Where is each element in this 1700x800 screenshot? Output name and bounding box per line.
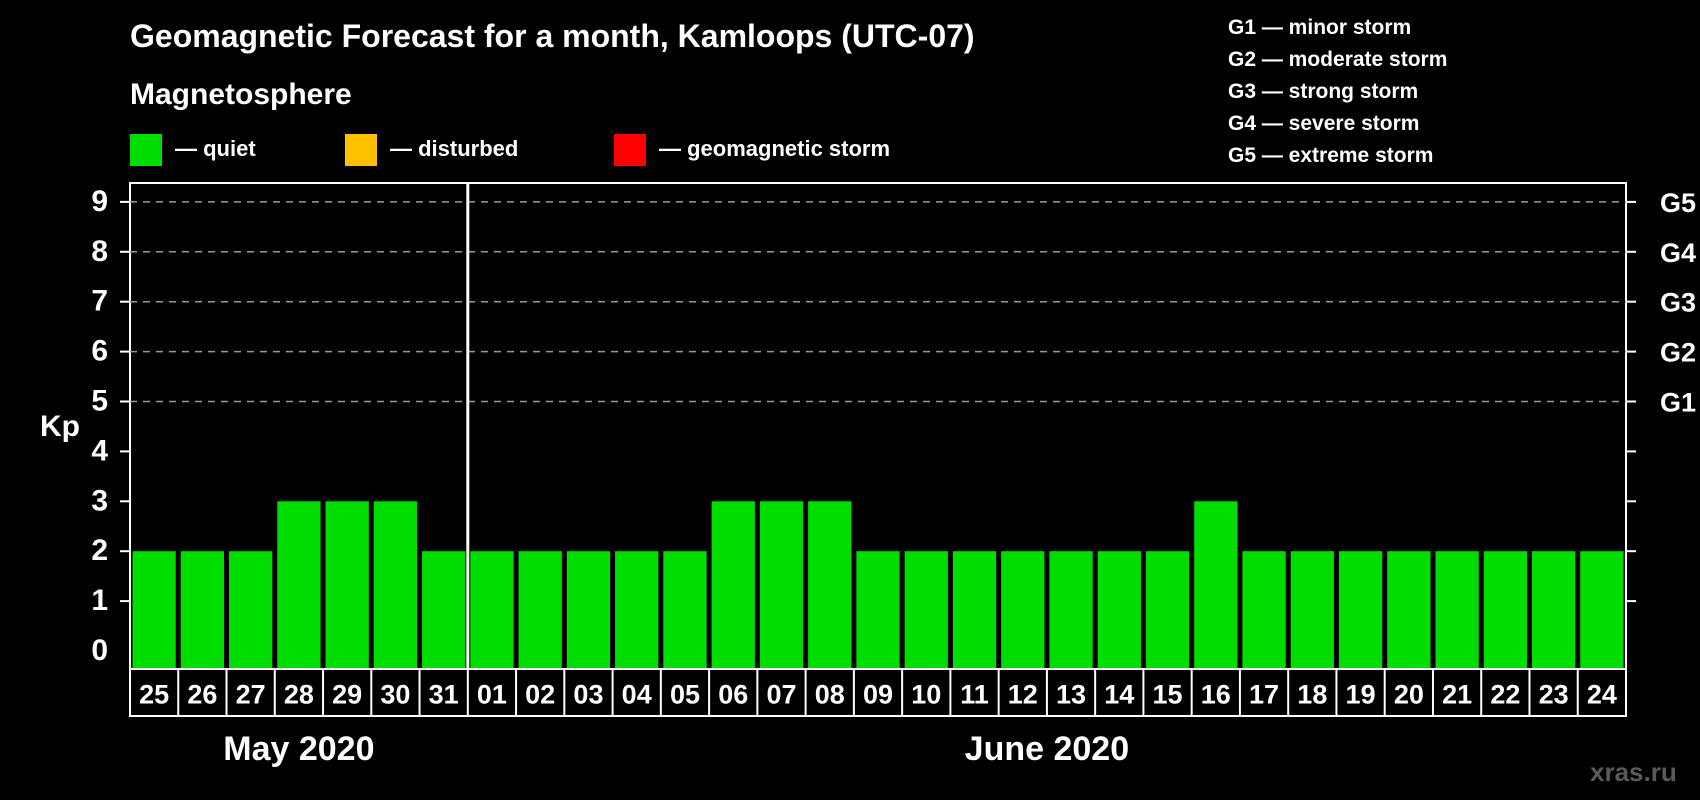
svg-text:25: 25 — [139, 680, 169, 710]
svg-text:G1: G1 — [1660, 388, 1696, 418]
svg-text:30: 30 — [380, 680, 410, 710]
svg-text:31: 31 — [429, 680, 459, 710]
svg-text:10: 10 — [911, 680, 941, 710]
svg-text:5: 5 — [91, 385, 108, 418]
svg-text:June 2020: June 2020 — [965, 730, 1129, 768]
svg-text:2: 2 — [91, 534, 108, 567]
svg-text:20: 20 — [1394, 680, 1424, 710]
svg-text:23: 23 — [1539, 680, 1569, 710]
svg-text:08: 08 — [815, 680, 845, 710]
svg-text:17: 17 — [1249, 680, 1279, 710]
svg-text:12: 12 — [1008, 680, 1038, 710]
svg-text:14: 14 — [1104, 680, 1134, 710]
svg-text:7: 7 — [91, 285, 108, 318]
svg-text:11: 11 — [960, 680, 989, 710]
svg-text:27: 27 — [236, 680, 266, 710]
svg-text:G3: G3 — [1660, 288, 1696, 318]
svg-text:8: 8 — [91, 235, 108, 268]
svg-text:18: 18 — [1297, 680, 1327, 710]
svg-text:19: 19 — [1346, 680, 1376, 710]
svg-text:22: 22 — [1490, 680, 1520, 710]
svg-text:21: 21 — [1442, 680, 1472, 710]
svg-text:G4: G4 — [1660, 238, 1696, 268]
svg-text:01: 01 — [477, 680, 507, 710]
svg-text:28: 28 — [284, 680, 314, 710]
svg-text:16: 16 — [1201, 680, 1231, 710]
svg-text:03: 03 — [573, 680, 603, 710]
svg-text:29: 29 — [332, 680, 362, 710]
svg-text:May 2020: May 2020 — [223, 730, 374, 768]
svg-text:24: 24 — [1587, 680, 1617, 710]
svg-text:07: 07 — [766, 680, 796, 710]
svg-text:6: 6 — [91, 335, 108, 368]
svg-text:0: 0 — [91, 634, 108, 667]
svg-text:04: 04 — [622, 680, 652, 710]
svg-text:13: 13 — [1056, 680, 1086, 710]
svg-text:4: 4 — [91, 434, 108, 467]
svg-text:G5: G5 — [1660, 188, 1696, 218]
svg-text:Kp: Kp — [40, 410, 80, 443]
svg-text:3: 3 — [91, 484, 108, 517]
svg-text:02: 02 — [525, 680, 555, 710]
svg-text:15: 15 — [1153, 680, 1183, 710]
svg-text:1: 1 — [91, 584, 108, 617]
svg-text:06: 06 — [718, 680, 748, 710]
svg-text:26: 26 — [187, 680, 217, 710]
svg-text:9: 9 — [91, 185, 108, 218]
svg-text:05: 05 — [670, 680, 700, 710]
svg-text:09: 09 — [863, 680, 893, 710]
svg-text:G2: G2 — [1660, 338, 1696, 368]
